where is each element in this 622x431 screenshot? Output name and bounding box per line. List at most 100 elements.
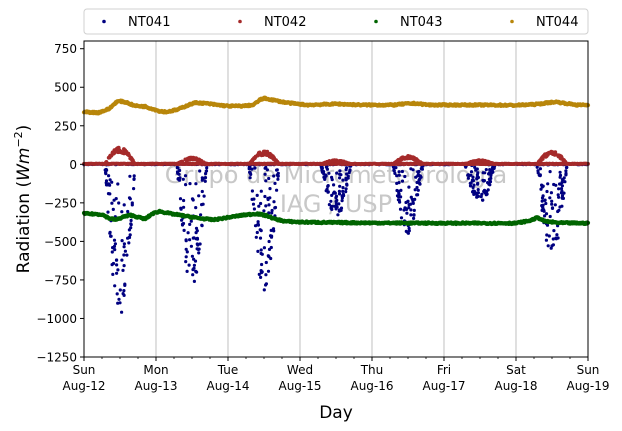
- data-point-NT041: [117, 201, 121, 205]
- data-point-NT041: [320, 168, 324, 173]
- data-point-NT041: [395, 188, 399, 193]
- data-point-NT041: [203, 179, 207, 183]
- data-point-NT041: [471, 175, 475, 179]
- data-point-NT041: [268, 187, 272, 191]
- data-point-NT041: [562, 176, 566, 180]
- data-point-NT041: [263, 172, 267, 176]
- data-point-NT041: [190, 254, 194, 258]
- data-point-NT042: [333, 158, 337, 163]
- data-point-NT041: [557, 195, 561, 199]
- grid-lines: [155, 41, 517, 357]
- data-point-NT042: [263, 152, 268, 157]
- data-point-NT041: [559, 187, 564, 191]
- data-point-NT041: [195, 247, 199, 251]
- data-point-NT041: [259, 189, 263, 193]
- data-point-NT041: [483, 171, 487, 175]
- data-point-NT041: [264, 179, 268, 183]
- data-point-NT041: [259, 248, 263, 252]
- data-point-NT041: [108, 178, 112, 182]
- data-point-NT041: [194, 182, 198, 186]
- data-point-NT041: [189, 244, 193, 248]
- data-point-NT041: [562, 191, 566, 195]
- data-point-NT041: [267, 239, 271, 244]
- data-point-NT041: [262, 209, 266, 213]
- data-point-NT041: [194, 269, 198, 273]
- data-point-NT041: [412, 213, 416, 217]
- data-point-NT041: [397, 173, 401, 177]
- data-point-NT042: [126, 152, 131, 157]
- data-point-NT041: [200, 189, 204, 194]
- data-point-NT041: [399, 216, 404, 220]
- data-point-NT041: [258, 236, 263, 240]
- data-point-NT041: [559, 182, 563, 186]
- data-point-NT041: [344, 168, 348, 172]
- data-point-NT041: [415, 193, 419, 197]
- data-point-NT041: [540, 196, 545, 200]
- data-point-NT041: [182, 228, 186, 232]
- data-point-NT041: [259, 201, 263, 206]
- data-point-NT041: [329, 206, 333, 210]
- data-point-NT041: [107, 174, 111, 178]
- data-point-NT041: [122, 242, 126, 246]
- data-point-NT041: [260, 252, 264, 256]
- data-point-NT041: [339, 173, 343, 177]
- data-point-NT042: [564, 161, 569, 166]
- x-tick-label-date: Aug-14: [206, 379, 249, 393]
- y-axis: 750 500 250 0 −250 −500 −750 −1000 −1250: [36, 42, 84, 365]
- data-point-NT042: [535, 161, 540, 166]
- y-axis-label-unit: Wm: [14, 148, 34, 181]
- data-point-NT041: [560, 196, 564, 200]
- data-point-NT041: [332, 183, 336, 187]
- data-point-NT041: [267, 203, 271, 207]
- data-point-NT041: [340, 199, 344, 203]
- data-point-NT041: [184, 260, 188, 264]
- data-point-NT041: [548, 196, 552, 200]
- data-point-NT041: [257, 272, 261, 276]
- data-point-NT041: [558, 170, 562, 174]
- data-point-NT041: [185, 250, 189, 254]
- data-point-NT041: [482, 179, 486, 183]
- data-point-NT041: [180, 223, 185, 227]
- data-point-NT041: [268, 196, 272, 200]
- data-point-NT041: [335, 171, 339, 175]
- data-point-NT041: [192, 263, 196, 267]
- data-point-NT041: [404, 200, 408, 205]
- data-point-NT041: [415, 180, 419, 185]
- data-point-NT041: [178, 168, 182, 173]
- data-point-NT042: [463, 162, 468, 166]
- data-point-NT042: [472, 159, 477, 164]
- x-tick-label-day: Wed: [287, 363, 313, 377]
- data-point-NT042: [120, 150, 125, 155]
- data-point-NT041: [273, 181, 277, 185]
- data-point-NT042: [187, 157, 192, 161]
- data-point-NT041: [564, 169, 568, 173]
- data-point-NT041: [189, 219, 193, 223]
- data-point-NT041: [544, 201, 548, 206]
- series-NT043: [81, 208, 591, 227]
- data-point-NT041: [259, 269, 263, 273]
- series-layer: [81, 95, 591, 314]
- data-point-NT041: [191, 236, 195, 240]
- data-point-NT041: [341, 189, 345, 193]
- data-point-NT041: [256, 220, 260, 224]
- data-point-NT041: [107, 182, 111, 186]
- data-point-NT041: [125, 253, 129, 257]
- data-point-NT041: [122, 289, 126, 293]
- legend-box: [83, 8, 589, 35]
- data-point-NT041: [488, 180, 492, 184]
- data-point-NT041: [179, 206, 183, 210]
- data-point-NT041: [341, 186, 345, 190]
- data-point-NT041: [250, 189, 254, 193]
- data-point-NT041: [111, 261, 116, 266]
- legend-label-NT041: NT041: [128, 15, 170, 30]
- data-point-NT041: [262, 246, 266, 250]
- x-tick-label-date: Aug-12: [62, 379, 105, 393]
- data-point-NT041: [123, 249, 127, 253]
- data-point-NT041: [184, 247, 188, 251]
- x-tick-label-date: Aug-19: [566, 379, 609, 393]
- data-point-NT041: [564, 172, 568, 176]
- data-point-NT041: [327, 203, 331, 207]
- data-point-NT041: [264, 282, 268, 286]
- data-point-NT041: [248, 165, 252, 169]
